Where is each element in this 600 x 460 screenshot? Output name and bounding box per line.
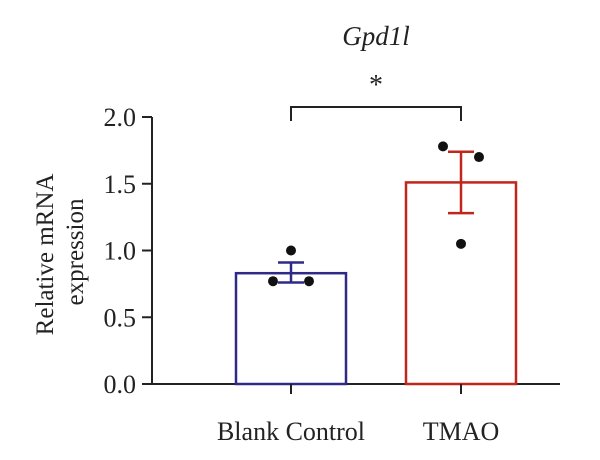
chart-title: Gpd1l xyxy=(342,21,410,51)
y-axis-label-line-1: Relative mRNA xyxy=(32,174,59,336)
significance-bracket xyxy=(290,106,462,121)
bar-0 xyxy=(234,271,348,386)
x-tick-label-0: Blank Control xyxy=(217,417,365,446)
significance-label: * xyxy=(369,70,383,101)
data-point-0-1 xyxy=(286,245,296,256)
y-tick-label-3: 1.5 xyxy=(104,170,137,199)
y-tick-label-2: 1.0 xyxy=(104,237,137,266)
y-tick-label-4: 2.0 xyxy=(104,103,137,132)
data-point-1-0 xyxy=(438,141,448,152)
y-axis-label-line-2: expression xyxy=(62,198,89,305)
x-tick-label-1: TMAO xyxy=(423,417,500,446)
y-axis-label: Relative mRNA expression xyxy=(32,169,89,336)
data-point-0-2 xyxy=(304,276,314,287)
data-point-1-1 xyxy=(456,238,466,249)
data-point-0-0 xyxy=(268,276,278,287)
y-tick-label-0: 0.0 xyxy=(104,370,137,399)
data-point-1-2 xyxy=(474,152,484,163)
plot-area: 0.0 0.5 1.0 1.5 2.0 Blank Control TMAO * xyxy=(104,70,560,446)
y-tick-label-1: 0.5 xyxy=(104,303,137,332)
